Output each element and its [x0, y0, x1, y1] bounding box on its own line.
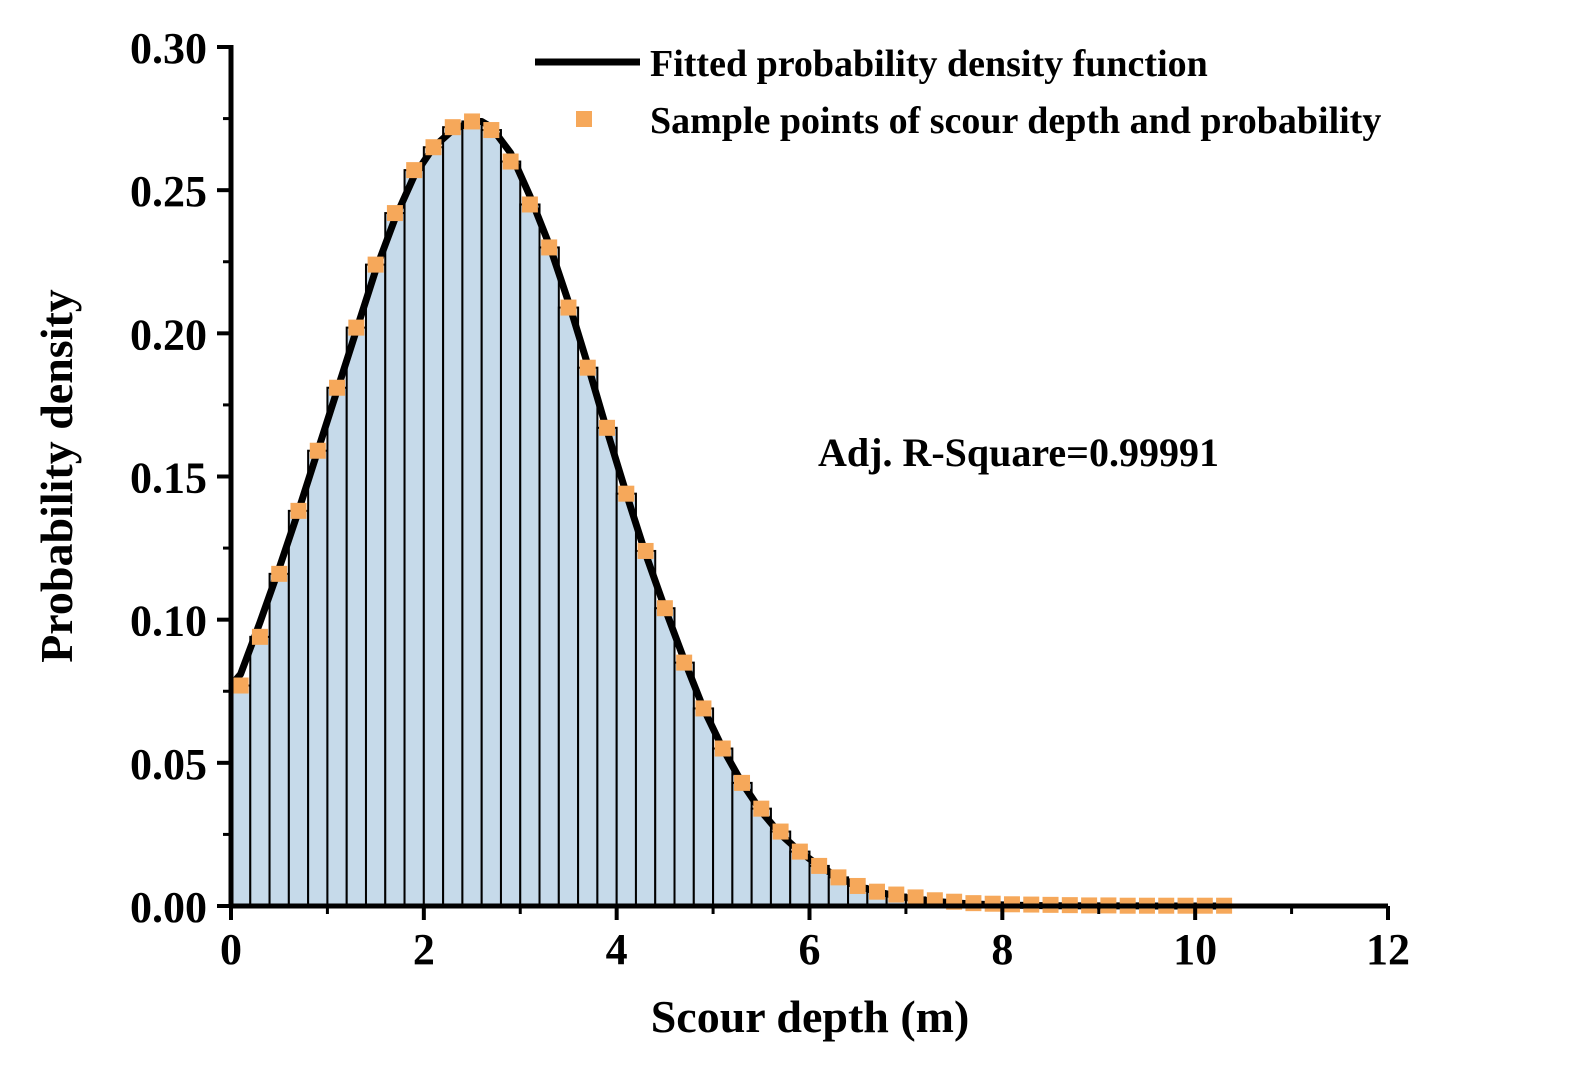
histogram-bar	[385, 213, 404, 906]
histogram-bars	[231, 121, 1234, 906]
sample-point	[580, 360, 596, 376]
sample-point	[368, 257, 384, 273]
sample-point	[695, 700, 711, 716]
sample-point	[445, 119, 461, 135]
x-tick-label: 10	[1173, 925, 1217, 974]
histogram-bar	[270, 574, 289, 906]
y-tick-label: 0.30	[130, 24, 207, 73]
histogram-bar	[501, 162, 520, 906]
sample-point	[715, 741, 731, 757]
y-tick-label: 0.15	[130, 454, 207, 503]
r-square-annotation: Adj. R-Square=0.99991	[818, 430, 1219, 475]
legend-fit-line-label: Fitted probability density function	[650, 43, 1208, 85]
y-tick-label: 0.05	[130, 740, 207, 789]
sample-point	[387, 205, 403, 221]
histogram-bar	[713, 749, 732, 906]
y-tick-label: 0.00	[130, 883, 207, 932]
histogram-bar	[597, 428, 616, 906]
sample-point	[271, 566, 287, 582]
sample-point	[599, 420, 615, 436]
sample-point	[618, 486, 634, 502]
sample-point	[830, 869, 846, 885]
histogram-bar	[559, 308, 578, 906]
sample-point	[657, 600, 673, 616]
histogram-bar	[250, 637, 269, 906]
sample-point	[252, 629, 268, 645]
sample-point	[638, 543, 654, 559]
sample-point	[811, 858, 827, 874]
histogram-bar	[231, 686, 250, 906]
histogram-bar	[289, 511, 308, 906]
x-axis-label: Scour depth (m)	[651, 991, 970, 1042]
histogram-bar	[675, 663, 694, 906]
histogram-bar	[617, 494, 636, 906]
histogram-bar	[520, 204, 539, 906]
x-tick-label: 4	[606, 925, 628, 974]
y-axis-label: Probability density	[31, 289, 82, 663]
histogram-bar	[636, 551, 655, 906]
sample-point	[503, 154, 519, 170]
histogram-bar	[732, 783, 751, 906]
sample-point	[753, 801, 769, 817]
histogram-bar	[462, 121, 481, 906]
sample-point	[541, 239, 557, 255]
sample-point	[734, 775, 750, 791]
sample-point	[792, 844, 808, 860]
y-tick-label: 0.10	[130, 597, 207, 646]
sample-point	[406, 162, 422, 178]
histogram-bar	[694, 708, 713, 906]
histogram-bar	[540, 247, 559, 906]
sample-point	[233, 678, 249, 694]
sample-point	[560, 300, 576, 316]
x-tick-label: 0	[220, 925, 242, 974]
x-tick-label: 8	[991, 925, 1013, 974]
x-tick-label: 12	[1366, 925, 1410, 974]
sample-point	[483, 122, 499, 138]
histogram-bar	[366, 265, 385, 906]
sample-point	[348, 320, 364, 336]
sample-point	[522, 196, 538, 212]
y-tick-label: 0.25	[130, 167, 207, 216]
histogram-bar	[308, 451, 327, 906]
sample-point	[329, 380, 345, 396]
sample-point	[888, 887, 904, 903]
histogram-bar	[443, 127, 462, 906]
histogram-bar	[424, 147, 443, 906]
histogram-bar	[578, 368, 597, 906]
sample-point	[464, 113, 480, 129]
x-tick-label: 6	[799, 925, 821, 974]
sample-point	[773, 824, 789, 840]
legend-sample-point-swatch	[576, 111, 592, 127]
sample-point	[290, 503, 306, 519]
histogram-bar	[405, 170, 424, 906]
x-tick-label: 2	[413, 925, 435, 974]
legend: Fitted probability density function Samp…	[535, 43, 1381, 142]
sample-point	[425, 139, 441, 155]
sample-point	[908, 889, 924, 905]
histogram-bar	[327, 388, 346, 906]
sample-point	[965, 895, 981, 911]
histogram-bar	[347, 328, 366, 906]
sample-point	[310, 443, 326, 459]
y-tick-label: 0.20	[130, 310, 207, 359]
histogram-bar	[655, 608, 674, 906]
legend-sample-points-label: Sample points of scour depth and probabi…	[650, 100, 1381, 142]
sample-point	[850, 878, 866, 894]
sample-point	[676, 655, 692, 671]
sample-point	[869, 884, 885, 900]
histogram-bar	[482, 130, 501, 906]
